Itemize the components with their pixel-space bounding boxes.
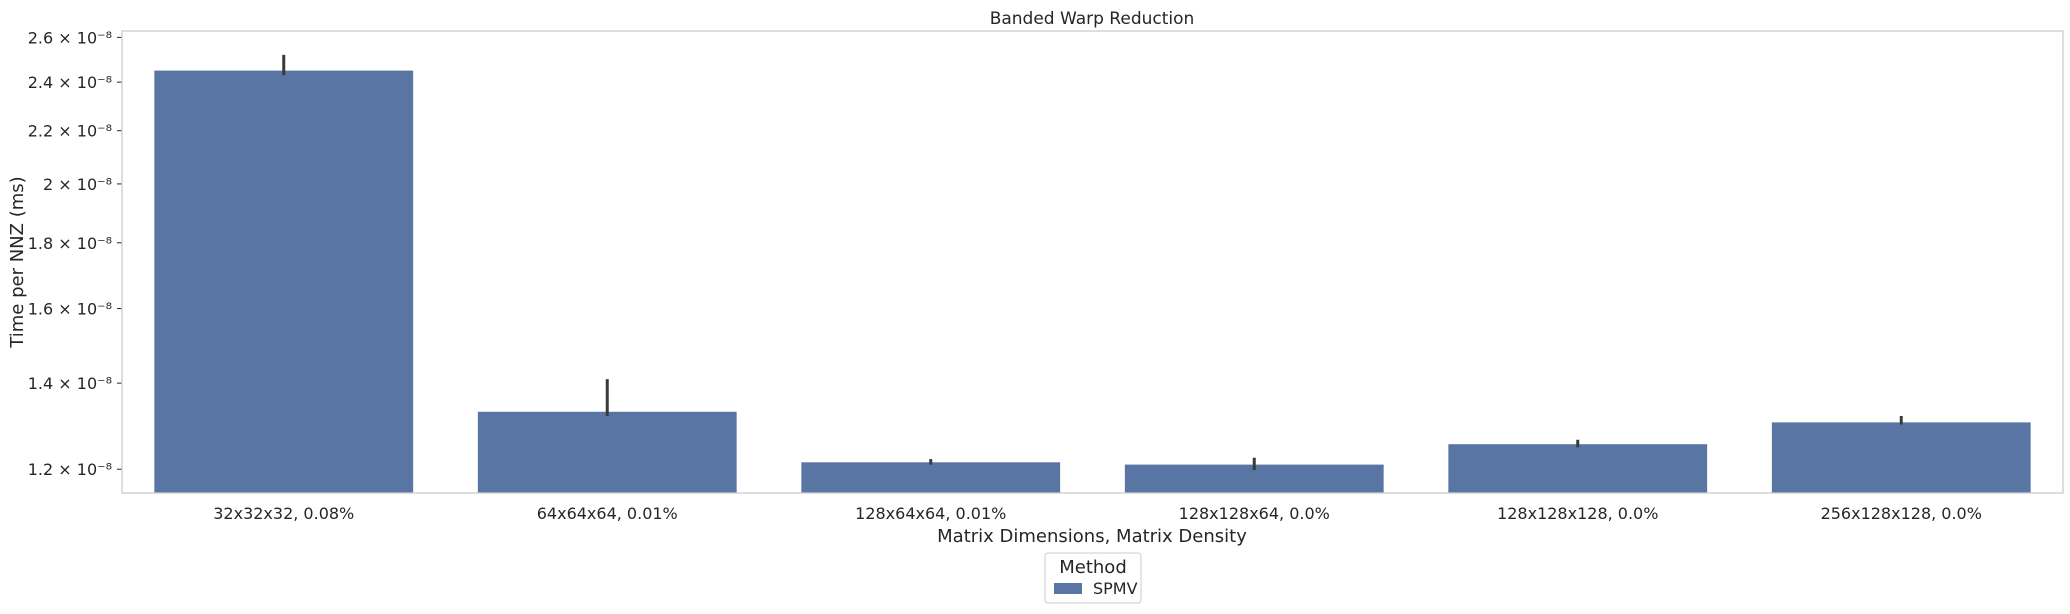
bar [801,462,1061,493]
y-tick-label: 1.2 × 10⁻⁸ [28,460,112,479]
bar [477,411,737,493]
y-tick-label: 2.6 × 10⁻⁸ [28,28,112,47]
x-tick-label: 128x128x128, 0.0% [1497,504,1658,523]
x-axis-ticks: 32x32x32, 0.08% 64x64x64, 0.01% 128x64x64,… [213,504,1982,523]
y-tick-label: 2.2 × 10⁻⁸ [28,122,112,141]
y-axis-ticks: 1.2 × 10⁻⁸ 1.4 × 10⁻⁸ 1.6 × 10⁻⁸ 1.8 × 10⁻⁸… [28,28,122,479]
y-tick-label: 1.6 × 10⁻⁸ [28,300,112,319]
bar [1448,444,1708,493]
x-tick-label: 256x128x128, 0.0% [1821,504,1982,523]
plot-frame [121,30,2064,494]
y-tick-label: 2 × 10⁻⁸ [43,175,112,194]
legend-label-spmv: SPMV [1093,579,1138,598]
legend: Method SPMV [1044,552,1142,604]
x-axis-label: Matrix Dimensions, Matrix Density [937,526,1247,547]
y-tick-label: 1.8 × 10⁻⁸ [28,234,112,253]
bar [1771,422,2031,493]
y-axis-label: Time per NNZ (ms) [7,176,28,348]
error-bars-group [282,54,1903,471]
y-tick-label: 2.4 × 10⁻⁸ [28,73,112,92]
x-tick-label: 64x64x64, 0.01% [537,504,678,523]
x-tick-label: 32x32x32, 0.08% [213,504,354,523]
x-tick-label: 128x64x64, 0.01% [855,504,1006,523]
bars-group [154,70,2031,493]
y-tick-label: 1.4 × 10⁻⁸ [28,374,112,393]
x-tick-label: 128x128x64, 0.0% [1179,504,1330,523]
legend-swatch-spmv [1054,583,1082,594]
bar [154,70,414,493]
legend-title: Method [1059,557,1127,578]
chart-title: Banded Warp Reduction [990,9,1195,29]
